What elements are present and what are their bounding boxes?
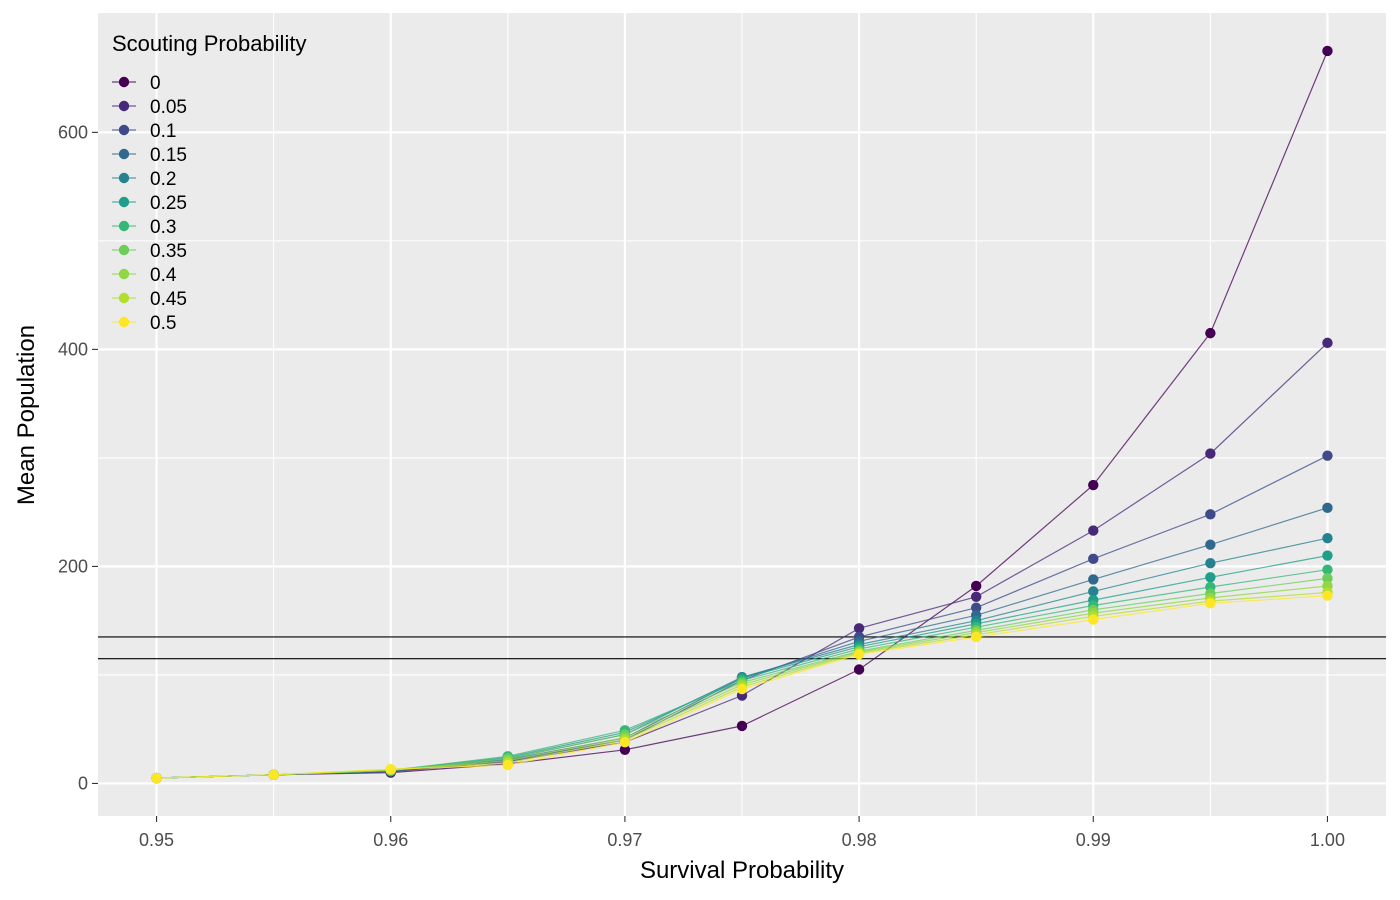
legend-label: 0.25 xyxy=(150,193,187,214)
major-gridlines xyxy=(98,13,1386,816)
data-point xyxy=(853,664,865,675)
legend-label: 0.3 xyxy=(150,217,176,238)
x-axis: 0.95 0.96 0.97 0.98 0.99 1.00 xyxy=(139,816,1345,850)
data-point xyxy=(1088,479,1099,491)
legend-label: 0 xyxy=(150,73,161,94)
legend-label: 0.5 xyxy=(150,313,176,334)
x-tick-label: 0.97 xyxy=(607,830,642,850)
data-point xyxy=(1322,590,1333,601)
legend-title: Scouting Probability xyxy=(112,31,306,56)
data-point xyxy=(853,623,865,634)
x-axis-title: Survival Probability xyxy=(640,857,844,884)
legend-key-point xyxy=(118,292,130,304)
data-point xyxy=(736,683,748,695)
series-points xyxy=(151,45,1333,784)
legend-key-point xyxy=(118,244,130,256)
x-tick-label: 0.95 xyxy=(139,830,174,850)
legend-key-point xyxy=(118,148,130,160)
data-point xyxy=(1088,525,1099,536)
data-point xyxy=(619,737,631,748)
legend: Scouting Probability 0 0.05 0.1 0.15 0.2 0.25… xyxy=(112,31,306,334)
data-point xyxy=(1322,450,1333,461)
legend-key-point xyxy=(118,76,130,88)
y-tick-label: 0 xyxy=(78,773,88,793)
data-point xyxy=(1322,45,1333,57)
y-axis: 0 200 400 600 xyxy=(58,122,98,793)
x-tick-label: 0.98 xyxy=(842,830,877,850)
data-point xyxy=(970,580,982,592)
data-point xyxy=(970,602,982,613)
data-point xyxy=(385,764,396,775)
data-point xyxy=(1205,448,1216,459)
data-point xyxy=(268,769,279,780)
data-point xyxy=(1205,572,1216,583)
data-point xyxy=(970,631,982,643)
data-point xyxy=(1322,502,1333,514)
data-point xyxy=(151,772,162,784)
data-point xyxy=(1088,574,1099,585)
legend-key-point xyxy=(118,100,130,112)
data-point xyxy=(1322,337,1333,349)
data-point xyxy=(1322,564,1333,575)
data-point xyxy=(853,649,865,660)
y-tick-label: 600 xyxy=(58,122,88,142)
legend-key-point xyxy=(118,220,130,232)
y-axis-title: Mean Population xyxy=(13,325,40,505)
legend-label: 0.45 xyxy=(150,289,187,310)
data-point xyxy=(1088,614,1099,625)
x-tick-label: 0.99 xyxy=(1076,830,1111,850)
legend-key-point xyxy=(118,196,130,208)
legend-label: 0.05 xyxy=(150,97,187,118)
legend-key-point xyxy=(118,268,130,280)
data-point xyxy=(1322,533,1333,544)
data-point xyxy=(619,744,631,756)
x-tick-label: 1.00 xyxy=(1310,830,1345,850)
data-point xyxy=(736,720,748,732)
data-point xyxy=(1088,586,1099,597)
data-point xyxy=(1205,557,1216,569)
data-point xyxy=(1205,509,1216,520)
data-point xyxy=(502,759,514,771)
y-tick-label: 200 xyxy=(58,556,88,576)
reference-lines xyxy=(98,636,1386,660)
x-tick-label: 0.96 xyxy=(373,830,408,850)
legend-key-point xyxy=(118,316,130,328)
data-point xyxy=(1322,573,1333,584)
data-point xyxy=(1205,539,1216,550)
data-point xyxy=(1205,327,1216,339)
legend-label: 0.4 xyxy=(150,265,177,286)
data-point xyxy=(970,591,982,603)
data-point xyxy=(1205,598,1216,609)
data-point xyxy=(1322,550,1333,561)
data-point xyxy=(1088,553,1099,565)
legend-label: 0.15 xyxy=(150,145,187,166)
y-tick-label: 400 xyxy=(58,339,88,359)
legend-key-point xyxy=(118,172,130,184)
legend-key-point xyxy=(118,124,130,136)
legend-label: 0.1 xyxy=(150,121,176,142)
legend-label: 0.2 xyxy=(150,169,176,190)
legend-label: 0.35 xyxy=(150,241,187,262)
